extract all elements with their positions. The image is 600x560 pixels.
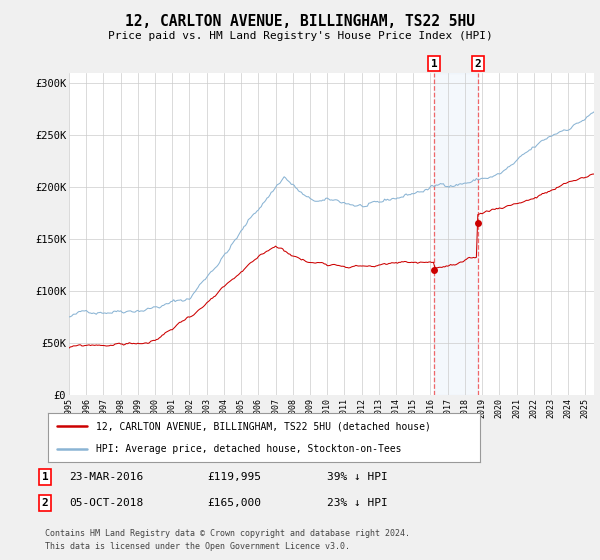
Text: HPI: Average price, detached house, Stockton-on-Tees: HPI: Average price, detached house, Stoc… — [95, 444, 401, 454]
Text: 23% ↓ HPI: 23% ↓ HPI — [327, 498, 388, 508]
Text: 1: 1 — [41, 472, 49, 482]
Text: 2: 2 — [41, 498, 49, 508]
Text: 1: 1 — [431, 59, 437, 69]
Text: Price paid vs. HM Land Registry's House Price Index (HPI): Price paid vs. HM Land Registry's House … — [107, 31, 493, 41]
Bar — [434, 73, 478, 395]
Text: 23-MAR-2016: 23-MAR-2016 — [69, 472, 143, 482]
Text: £165,000: £165,000 — [207, 498, 261, 508]
Text: 39% ↓ HPI: 39% ↓ HPI — [327, 472, 388, 482]
Text: 12, CARLTON AVENUE, BILLINGHAM, TS22 5HU: 12, CARLTON AVENUE, BILLINGHAM, TS22 5HU — [125, 14, 475, 29]
Text: 2: 2 — [475, 59, 481, 69]
Text: 12, CARLTON AVENUE, BILLINGHAM, TS22 5HU (detached house): 12, CARLTON AVENUE, BILLINGHAM, TS22 5HU… — [95, 421, 430, 431]
Text: £119,995: £119,995 — [207, 472, 261, 482]
Text: 05-OCT-2018: 05-OCT-2018 — [69, 498, 143, 508]
Text: Contains HM Land Registry data © Crown copyright and database right 2024.
This d: Contains HM Land Registry data © Crown c… — [45, 529, 410, 550]
